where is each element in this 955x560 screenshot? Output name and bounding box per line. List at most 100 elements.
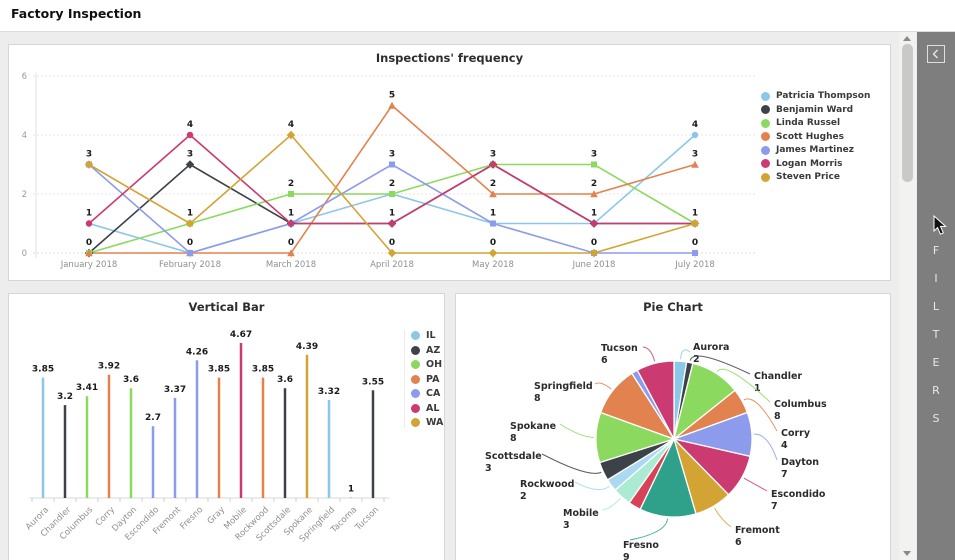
data-point[interactable] [387,248,397,258]
svg-text:Aurora: Aurora [693,342,729,353]
svg-text:1: 1 [348,484,354,494]
filters-letter: L [932,300,940,313]
vertical-scrollbar[interactable] [899,32,916,560]
filters-tab-label[interactable]: F I L T E R S [917,244,955,425]
svg-text:3.85: 3.85 [252,365,274,375]
data-point[interactable] [388,220,396,227]
svg-text:Fremont: Fremont [735,525,780,536]
data-point[interactable] [187,250,193,256]
svg-text:Fresno: Fresno [623,540,659,551]
bar-springfield[interactable] [327,400,331,498]
line-chart-title: Inspections' frequency [375,51,524,65]
data-point[interactable] [286,130,296,140]
legend-item[interactable]: IL [411,330,443,341]
bar-fremont[interactable] [173,397,177,498]
svg-text:Fresno: Fresno [178,505,205,532]
svg-text:0: 0 [490,238,496,248]
legend-item[interactable]: Linda Russel [761,118,870,128]
data-point[interactable] [389,161,395,168]
svg-text:3.92: 3.92 [98,362,120,372]
svg-text:3.6: 3.6 [277,375,293,385]
legend-item[interactable]: Steven Price [761,172,870,182]
bar-corry[interactable] [107,374,111,498]
bar-rockwood[interactable] [261,377,265,498]
collapse-panel-button[interactable] [927,45,945,63]
data-point[interactable] [489,161,497,168]
bar-aurora[interactable] [41,377,45,498]
data-point[interactable] [185,219,195,228]
scrollbar-thumb[interactable] [902,44,913,182]
legend-item[interactable]: James Martinez [761,145,870,155]
svg-text:May 2018: May 2018 [472,260,514,270]
filters-letter: F [932,244,940,257]
bar-scottsdale[interactable] [283,388,287,498]
svg-text:1: 1 [389,209,395,219]
legend-item[interactable]: Patricia Thompson [761,91,870,101]
data-point[interactable] [489,190,497,198]
legend-label: Linda Russel [776,118,841,128]
legend-item[interactable]: PA [411,374,443,385]
scroll-up-icon[interactable] [903,36,911,41]
svg-text:March 2018: March 2018 [266,260,316,270]
bar-tucson[interactable] [371,390,375,498]
data-point[interactable] [85,249,93,257]
legend-item[interactable]: AL [411,403,443,414]
svg-text:3: 3 [692,150,698,160]
bar-fresno[interactable] [195,360,199,498]
data-point[interactable] [691,131,699,139]
data-point[interactable] [389,191,395,197]
bar-gray[interactable] [217,377,221,498]
data-point[interactable] [185,160,195,169]
legend-color-dot [411,418,420,427]
svg-text:2: 2 [389,179,395,189]
legend-color-dot [761,105,770,114]
legend-item[interactable]: Benjamin Ward [761,105,870,115]
bar-spokane[interactable] [305,354,309,498]
legend-item[interactable]: CA [411,388,443,399]
bar-columbus[interactable] [85,396,89,498]
legend-item[interactable]: AZ [411,345,443,356]
legend-label: Steven Price [776,172,840,182]
scroll-down-icon[interactable] [903,551,911,556]
svg-text:1: 1 [86,209,92,219]
legend-label: PA [426,373,440,385]
svg-text:3.37: 3.37 [164,385,186,395]
svg-text:Springfield: Springfield [534,381,593,392]
legend-color-dot [761,172,770,182]
svg-text:Corry: Corry [781,428,811,439]
svg-text:April 2018: April 2018 [370,260,414,270]
bar-chandler[interactable] [63,405,67,498]
data-point[interactable] [692,250,698,256]
data-point[interactable] [590,190,598,198]
filters-panel[interactable]: F I L T E R S [917,32,955,560]
svg-text:8: 8 [510,433,517,444]
data-point[interactable] [84,160,94,169]
legend-item[interactable]: Logan Morris [761,159,870,169]
pie-slice-tucson[interactable] [636,360,675,440]
bar-mobile[interactable] [239,343,243,498]
data-point[interactable] [85,220,93,227]
line-chart-legend: Patricia Thompson Benjamin Ward Linda Russ… [761,91,870,182]
data-point[interactable] [488,248,498,258]
bar-tacoma[interactable] [349,497,353,498]
legend-item[interactable]: OH [411,359,443,370]
svg-text:2.7: 2.7 [145,413,161,423]
data-point[interactable] [490,220,496,227]
data-point[interactable] [388,101,396,109]
mouse-cursor [933,215,947,235]
svg-text:4.67: 4.67 [230,330,252,340]
svg-text:7: 7 [781,469,788,480]
data-point[interactable] [591,161,597,168]
data-point[interactable] [186,131,194,139]
data-point[interactable] [287,249,295,257]
data-point[interactable] [590,220,598,227]
data-point[interactable] [287,220,295,227]
legend-item[interactable]: WA [411,417,443,428]
legend-item[interactable]: Scott Hughes [761,132,870,142]
data-point[interactable] [288,191,294,197]
bar-escondido[interactable] [151,426,155,498]
svg-text:January 2018: January 2018 [60,260,118,270]
bar-dayton[interactable] [129,388,133,498]
data-point[interactable] [691,160,699,168]
